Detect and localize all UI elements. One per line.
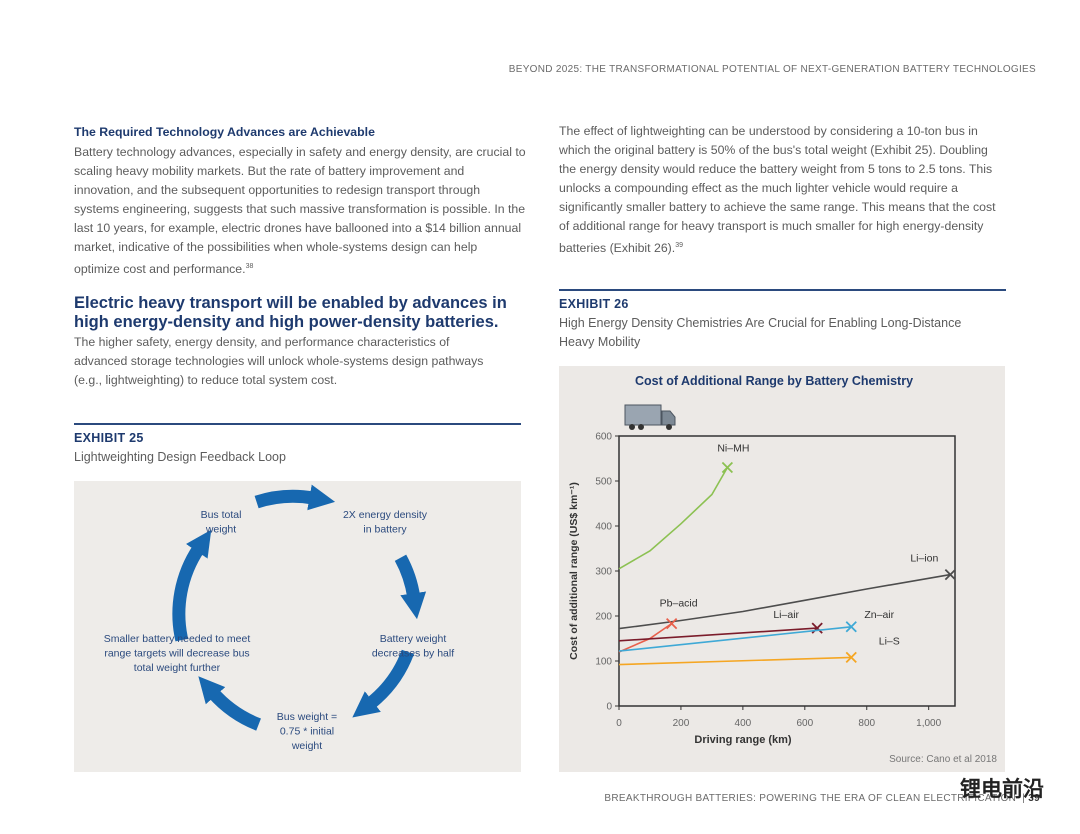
y-tick-label: 400 [595, 522, 612, 533]
footer: BREAKTHROUGH BATTERIES: POWERING THE ERA… [604, 793, 1040, 804]
end-marker [944, 568, 956, 581]
end-marker [845, 621, 857, 633]
series-line [618, 656, 852, 666]
paragraph-text: Battery technology advances, especially … [74, 145, 526, 276]
series-label: Ni–MH [717, 443, 749, 455]
node-label: in battery [363, 524, 407, 536]
heading: The Required Technology Advances are Ach… [74, 125, 375, 139]
diagram-labels: Bus total weight 2X energy density in batte… [104, 509, 454, 752]
series-label: Li–S [879, 635, 900, 647]
rule [559, 289, 1006, 291]
separator: | [1019, 793, 1028, 804]
paragraph: Battery technology advances, especially … [74, 143, 526, 279]
paragraph: The higher safety, energy density, and p… [74, 335, 484, 387]
footer-text: BREAKTHROUGH BATTERIES: POWERING THE ERA… [604, 793, 1016, 804]
y-tick-label: 100 [595, 657, 612, 668]
footnote: 39 [675, 242, 683, 249]
y-axis-label: Cost of additional range (US$ km⁻¹) [568, 482, 580, 660]
x-tick-label: 0 [616, 718, 622, 729]
diagram-panel [74, 481, 521, 772]
running-title: BEYOND 2025: THE TRANSFORMATIONAL POTENT… [508, 64, 1036, 75]
series-label: Li–ion [910, 553, 938, 565]
watermark: 锂电前沿 [960, 777, 1044, 801]
section-heading: Electric heavy transport will be enabled… [74, 294, 507, 331]
arrow [172, 529, 212, 642]
x-tick-label: 200 [673, 718, 690, 729]
node-label: Bus weight = [277, 711, 337, 723]
arrow [352, 649, 414, 718]
node-label: 2X energy density [343, 509, 428, 521]
rule [74, 423, 521, 425]
x-tick-label: 400 [735, 718, 752, 729]
y-tick-label: 500 [595, 477, 612, 488]
truck-icon [624, 404, 676, 430]
node-label: weight [291, 740, 322, 752]
end-marker [666, 618, 678, 630]
source: Source: Cano et al 2018 [889, 754, 997, 765]
series-label: Zn–air [864, 609, 894, 621]
node-label: total weight further [134, 662, 221, 674]
y-tick-label: 600 [595, 432, 612, 443]
chart-title: Cost of Additional Range by Battery Chem… [635, 374, 913, 388]
y-tick-label: 0 [606, 702, 612, 713]
node-label: Bus total [201, 509, 242, 521]
paragraph-text: The effect of lightweighting can be unde… [559, 124, 996, 255]
footnote: 38 [245, 263, 254, 270]
series-line [618, 467, 729, 570]
node-label: decreases by half [372, 648, 454, 660]
arrow [394, 554, 427, 620]
y-tick-label: 300 [595, 567, 612, 578]
node-label: Smaller battery needed to meet [104, 633, 251, 645]
arrow [254, 484, 336, 511]
x-tick-label: 800 [858, 718, 875, 729]
node-label: Battery weight [380, 633, 447, 645]
exhibit-label: EXHIBIT 26 [559, 297, 629, 311]
page-number: 39 [1028, 793, 1040, 804]
end-marker [845, 651, 857, 664]
y-tick-label: 200 [595, 612, 612, 623]
cycle-arrows [172, 484, 427, 731]
series-line [618, 627, 818, 642]
x-axis-label: Driving range (km) [694, 734, 792, 746]
paragraph: The effect of lightweighting can be unde… [559, 122, 999, 258]
node-label: range targets will decrease bus [104, 648, 249, 660]
arrow [198, 676, 262, 731]
node-label: weight [205, 524, 236, 536]
exhibit-subtitle: High Energy Density Chemistries Are Cruc… [559, 316, 962, 349]
plot: 0 100 200 300 400 500 600 0 200 400 600 800 1,000 Ni–… [595, 432, 956, 729]
node-label: 0.75 * initial [280, 726, 334, 738]
series-label: Pb–acid [660, 598, 698, 610]
x-tick-label: 600 [796, 718, 813, 729]
series-label: Li–air [773, 609, 799, 621]
exhibit-label: EXHIBIT 25 [74, 431, 144, 445]
end-marker [721, 461, 734, 474]
series-line [618, 626, 852, 652]
chart-panel [559, 366, 1005, 772]
x-tick-label: 1,000 [916, 718, 941, 729]
exhibit-subtitle: Lightweighting Design Feedback Loop [74, 450, 286, 464]
